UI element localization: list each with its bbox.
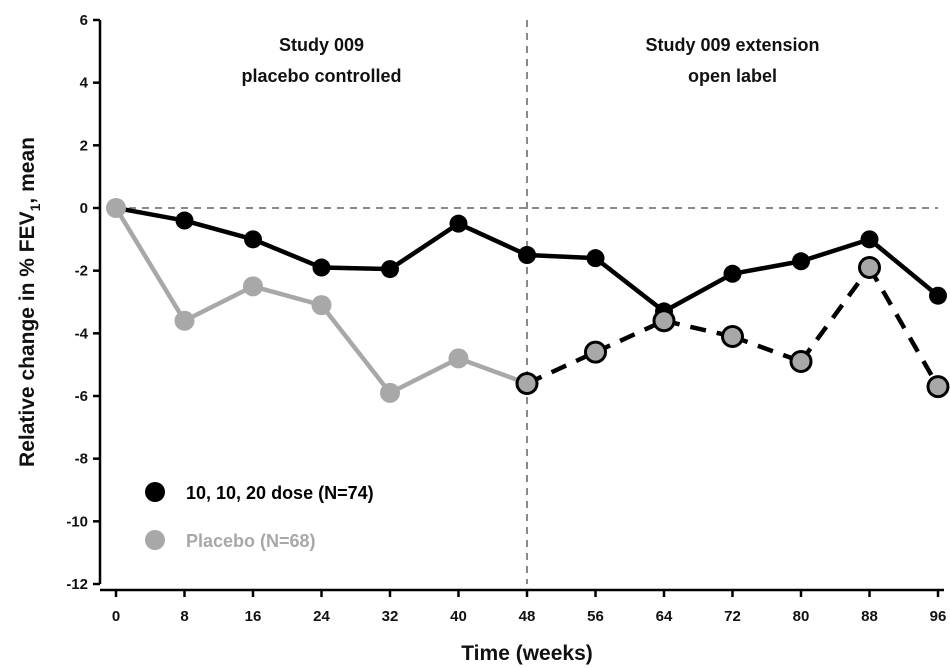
series-lines [114,205,940,395]
x-tick-label: 72 [724,608,741,625]
y-tick-label: -10 [66,513,88,530]
dose-data-point [929,286,947,305]
dose-data-point [518,246,536,264]
dose-line-segment [321,265,391,272]
dose-line-segment [115,205,185,223]
dose-line-segment [662,271,734,314]
x-tick-label: 56 [587,608,604,625]
data-points [106,198,950,403]
placebo-data-point [721,324,744,348]
y-axis-title-subscript: 1 [27,203,43,211]
x-tick-label: 24 [313,608,330,625]
placebo-line-segment [731,334,802,364]
placebo-line-segment [799,266,872,363]
legend-marker-dose [145,482,165,502]
annotation-study-009-line-2: placebo controlled [241,66,401,86]
y-tick-label: -12 [66,576,88,593]
dose-data-point [792,252,810,271]
dose-data-point [586,249,605,268]
y-tick-label: 4 [80,75,89,92]
placebo-line-segment [319,303,392,395]
dose-data-point [244,230,262,249]
axes [93,18,944,597]
placebo-data-point [380,382,400,403]
x-tick-label: 64 [656,608,673,625]
y-tick-label: -2 [75,263,88,280]
placebo-data-point [448,348,469,369]
x-axis-title: Time (weeks) [461,642,593,665]
y-axis-title-prefix: Relative change in % FEV [16,211,39,467]
annotation-study-009-line-1: Study 009 [279,35,364,55]
placebo-data-point [243,276,263,297]
placebo-data-point [789,350,813,374]
placebo-line-segment [252,284,323,308]
placebo-data-point [174,310,195,331]
annotation-extension-line-2: open label [688,66,777,86]
placebo-data-point [106,198,126,218]
x-tick-label: 16 [245,608,262,625]
y-tick-label: -4 [75,325,89,342]
dose-line-segment [457,221,528,258]
y-axis-title: Relative change in % FEV1, mean [16,137,43,467]
dose-line-segment [183,218,254,242]
dose-data-point [449,214,468,233]
dose-line-segment [526,252,596,261]
placebo-line-segment [594,318,665,355]
placebo-data-point [515,371,539,395]
y-tick-label: 0 [80,200,88,217]
dose-line-segment [868,237,940,298]
reference-lines [116,20,938,584]
legend: 10, 10, 20 dose (N=74) Placebo (N=68) [145,482,374,551]
x-tick-label: 96 [930,608,947,625]
annotation-extension-line-1: Study 009 extension [645,35,819,55]
x-tick-label: 88 [861,608,878,625]
y-tick-label: 2 [80,137,88,154]
placebo-line-segment [526,350,597,386]
dose-line-segment [388,221,460,271]
dose-data-point [723,264,742,283]
x-tick-label: 0 [112,608,120,625]
y-axis-title-suffix: , mean [16,137,39,204]
dose-data-point [860,230,879,249]
dose-line-segment [252,237,323,270]
dose-data-point [381,260,399,279]
dose-line-segment [594,256,666,314]
dose-data-point [312,258,331,277]
placebo-line-segment [867,266,940,388]
x-tick-label: 40 [450,608,467,625]
placebo-data-point [652,309,676,333]
dose-data-point [175,211,194,230]
placebo-line-segment [457,356,528,386]
legend-label-dose: 10, 10, 20 dose (N=74) [186,483,374,503]
dose-line-segment [732,259,802,277]
placebo-line-segment [114,206,187,322]
dose-line-segment [800,237,871,264]
legend-label-placebo: Placebo (N=68) [186,531,316,551]
placebo-data-point [858,256,881,280]
y-tick-label: -6 [75,388,88,405]
placebo-line-segment [388,356,460,395]
x-tick-label: 8 [180,608,188,625]
placebo-data-point [311,295,332,316]
placebo-data-point [926,375,950,399]
x-tick-label: 32 [382,608,399,625]
y-tick-label: -8 [75,451,88,468]
placebo-line-segment [663,318,734,339]
legend-marker-placebo [145,530,165,550]
x-tick-label: 48 [519,608,536,625]
placebo-line-segment [183,284,255,323]
placebo-data-point [584,340,607,364]
x-tick-label: 80 [793,608,810,625]
y-tick-label: 6 [80,12,88,29]
